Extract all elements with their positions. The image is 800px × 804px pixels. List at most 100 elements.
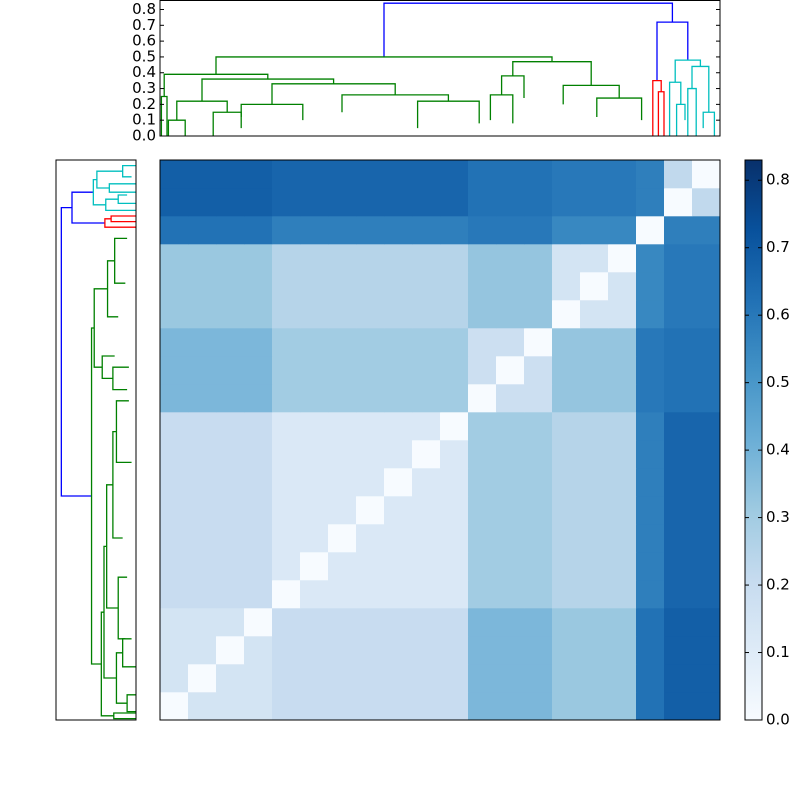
dendrogram-link [71, 191, 105, 224]
heatmap-cell [216, 216, 245, 245]
heatmap-cell [636, 412, 665, 441]
heatmap-cell [468, 216, 497, 245]
heatmap-cell [188, 384, 217, 413]
dendrogram-link [110, 215, 136, 223]
heatmap-cell [664, 664, 693, 693]
heatmap-cell [272, 384, 301, 413]
heatmap-cell [160, 328, 189, 357]
heatmap-cell [188, 636, 217, 665]
heatmap-cell [664, 356, 693, 385]
heatmap-cell [328, 524, 357, 553]
heatmap-cell [300, 160, 329, 189]
dendrogram-link [652, 80, 662, 136]
dendrogram-link [687, 87, 697, 136]
heatmap-cell [636, 160, 665, 189]
dendrogram-link [106, 260, 119, 318]
dendrogram-link [500, 75, 525, 99]
heatmap-cell [552, 552, 581, 581]
dendrogram-link [668, 81, 682, 136]
heatmap-cell [580, 188, 609, 217]
colorbar-tick-label: 0.6 [766, 306, 790, 324]
heatmap-cell [664, 188, 693, 217]
heatmap-cell [580, 244, 609, 273]
heatmap-cell [244, 244, 273, 273]
heatmap-cell [664, 272, 693, 301]
colorbar-tick-label: 0.7 [766, 238, 790, 256]
heatmap-cell [300, 468, 329, 497]
heatmap-cell [244, 636, 273, 665]
heatmap-cell [692, 328, 721, 357]
heatmap-cell [440, 412, 469, 441]
heatmap-cell [328, 664, 357, 693]
heatmap-cell [356, 468, 385, 497]
dendrogram-link [383, 2, 674, 57]
heatmap-cell [188, 272, 217, 301]
heatmap-cell [356, 552, 385, 581]
heatmap-cell [384, 496, 413, 525]
heatmap-cell [440, 468, 469, 497]
heatmap-cell [412, 384, 441, 413]
heatmap-cell [552, 608, 581, 637]
colorbar-tick-label: 0.2 [766, 576, 790, 594]
heatmap-cell [356, 636, 385, 665]
heatmap-cell [356, 244, 385, 273]
heatmap-cell [440, 356, 469, 385]
heatmap-cell [468, 440, 497, 469]
heatmap-cell [328, 412, 357, 441]
heatmap-cell [608, 468, 637, 497]
heatmap-cell [300, 440, 329, 469]
heatmap-cell [412, 468, 441, 497]
heatmap-cell [328, 216, 357, 245]
heatmap-cell [412, 328, 441, 357]
dendrogram-link [176, 100, 228, 121]
heatmap-cell [608, 552, 637, 581]
heatmap-cell [384, 692, 413, 721]
heatmap-cell [300, 552, 329, 581]
dendrogram-link [115, 400, 132, 464]
heatmap-cell [216, 328, 245, 357]
heatmap-cell [188, 244, 217, 273]
heatmap-cell [636, 692, 665, 721]
heatmap-cell [412, 692, 441, 721]
heatmap-cell [300, 524, 329, 553]
heatmap-cell [300, 608, 329, 637]
heatmap-cell [160, 692, 189, 721]
heatmap-cell [440, 384, 469, 413]
heatmap-cell [272, 328, 301, 357]
dendrogram-link [122, 164, 136, 178]
heatmap-cell [608, 524, 637, 553]
heatmap-cell [608, 160, 637, 189]
heatmap-cell [664, 328, 693, 357]
heatmap-cell [384, 440, 413, 469]
heatmap-cell [496, 692, 525, 721]
heatmap-cell [552, 328, 581, 357]
heatmap-cell [272, 300, 301, 329]
heatmap-cell [440, 216, 469, 245]
dendrogram-link [60, 206, 92, 497]
heatmap-cell [524, 608, 553, 637]
heatmap-cell [216, 496, 245, 525]
heatmap-cell [272, 272, 301, 301]
heatmap-cell [580, 216, 609, 245]
heatmap-cell [384, 356, 413, 385]
heatmap-cell [580, 384, 609, 413]
heatmap-cell [580, 580, 609, 609]
heatmap-cell [524, 188, 553, 217]
heatmap-cell [188, 552, 217, 581]
heatmap-cell [384, 552, 413, 581]
heatmap-cell [188, 608, 217, 637]
heatmap-cell [580, 440, 609, 469]
heatmap-cell [636, 300, 665, 329]
heatmap-cell [496, 272, 525, 301]
heatmap-cell [328, 160, 357, 189]
heatmap-cell [608, 692, 637, 721]
y-tick-label: 0.3 [132, 79, 156, 97]
heatmap-cell [300, 188, 329, 217]
heatmap-cell [636, 216, 665, 245]
heatmap-cell [216, 692, 245, 721]
heatmap-cell [188, 440, 217, 469]
heatmap-cell [384, 272, 413, 301]
dendrogram-link [115, 652, 128, 704]
heatmap-cell [552, 356, 581, 385]
heatmap-cell [440, 636, 469, 665]
